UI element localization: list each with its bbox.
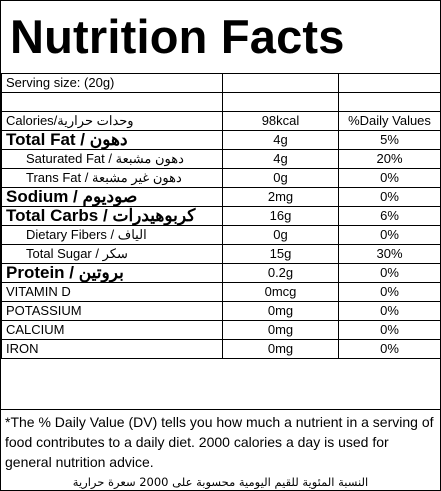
- nutrient-row-iron: IRON 0mg 0%: [1, 339, 441, 359]
- nutrient-label: CALCIUM: [1, 320, 223, 340]
- nutrient-label: Protein / بروتين: [1, 263, 223, 283]
- nutrient-value: 0mg: [222, 301, 339, 321]
- footnote: *The % Daily Value (DV) tells you how mu…: [1, 409, 440, 490]
- calories-row: Calories/وحدات حرارية 98kcal %Daily Valu…: [1, 111, 441, 131]
- empty-cell: [222, 92, 339, 112]
- nutrient-label: Saturated Fat / دهون مشبعة: [1, 149, 223, 169]
- nutrient-value: 0g: [222, 168, 339, 188]
- nutrient-value: 4g: [222, 149, 339, 169]
- nutrient-dv: 20%: [338, 149, 441, 169]
- nutrient-row-total-fat: Total Fat / دهون 4g 5%: [1, 130, 441, 150]
- nutrient-row-saturated-fat: Saturated Fat / دهون مشبعة 4g 20%: [1, 149, 441, 169]
- calories-label: Calories/وحدات حرارية: [1, 111, 223, 131]
- empty-row: [1, 92, 441, 112]
- footnote-arabic: النسبة المئوية للقيم اليومية محسوبة على …: [72, 475, 369, 489]
- nutrient-value: 4g: [222, 130, 339, 150]
- nutrient-label: Trans Fat / دهون غير مشبعة: [1, 168, 223, 188]
- nutrient-label: POTASSIUM: [1, 301, 223, 321]
- nutrition-table: Serving size: (20g) Calories/وحدات حراري…: [1, 73, 441, 359]
- serving-size: Serving size: (20g): [1, 73, 223, 93]
- nutrient-value: 0g: [222, 225, 339, 245]
- nutrient-row-total-carbs: Total Carbs / كربوهيدرات 16g 6%: [1, 206, 441, 226]
- nutrient-label: Sodium / صوديوم: [1, 187, 223, 207]
- nutrient-value: 2mg: [222, 187, 339, 207]
- nutrient-dv: 0%: [338, 301, 441, 321]
- nutrient-dv: 0%: [338, 339, 441, 359]
- nutrient-value: 0mcg: [222, 282, 339, 302]
- nutrient-row-calcium: CALCIUM 0mg 0%: [1, 320, 441, 340]
- nutrient-label: IRON: [1, 339, 223, 359]
- empty-cell: [1, 92, 223, 112]
- title-bar: Nutrition Facts: [1, 1, 440, 73]
- nutrient-row-vitamin-d: VITAMIN D 0mcg 0%: [1, 282, 441, 302]
- nutrient-dv: 6%: [338, 206, 441, 226]
- serving-empty-cell: [222, 73, 339, 93]
- nutrient-label: Total Sugar / سكر: [1, 244, 223, 264]
- calories-value: 98kcal: [222, 111, 339, 131]
- nutrient-dv: 0%: [338, 187, 441, 207]
- footnote-english: *The % Daily Value (DV) tells you how mu…: [5, 414, 434, 470]
- nutrition-facts-title: Nutrition Facts: [10, 10, 345, 63]
- nutrient-dv: 30%: [338, 244, 441, 264]
- nutrient-row-dietary-fibers: Dietary Fibers / الياف 0g 0%: [1, 225, 441, 245]
- nutrient-row-protein: Protein / بروتين 0.2g 0%: [1, 263, 441, 283]
- nutrient-row-trans-fat: Trans Fat / دهون غير مشبعة 0g 0%: [1, 168, 441, 188]
- serving-row: Serving size: (20g): [1, 73, 441, 93]
- nutrient-row-potassium: POTASSIUM 0mg 0%: [1, 301, 441, 321]
- nutrient-value: 0.2g: [222, 263, 339, 283]
- nutrient-value: 0mg: [222, 320, 339, 340]
- nutrient-row-sodium: Sodium / صوديوم 2mg 0%: [1, 187, 441, 207]
- nutrient-value: 16g: [222, 206, 339, 226]
- nutrient-label: Total Fat / دهون: [1, 130, 223, 150]
- nutrient-dv: 0%: [338, 320, 441, 340]
- empty-cell: [338, 92, 441, 112]
- nutrient-label: Dietary Fibers / الياف: [1, 225, 223, 245]
- daily-values-header: %Daily Values: [338, 111, 441, 131]
- nutrient-value: 0mg: [222, 339, 339, 359]
- nutrient-value: 15g: [222, 244, 339, 264]
- nutrient-dv: 0%: [338, 168, 441, 188]
- nutrient-dv: 5%: [338, 130, 441, 150]
- nutrient-dv: 0%: [338, 282, 441, 302]
- nutrient-label: Total Carbs / كربوهيدرات: [1, 206, 223, 226]
- nutrient-row-total-sugar: Total Sugar / سكر 15g 30%: [1, 244, 441, 264]
- serving-empty-cell: [338, 73, 441, 93]
- nutrient-dv: 0%: [338, 263, 441, 283]
- nutrient-label: VITAMIN D: [1, 282, 223, 302]
- nutrient-dv: 0%: [338, 225, 441, 245]
